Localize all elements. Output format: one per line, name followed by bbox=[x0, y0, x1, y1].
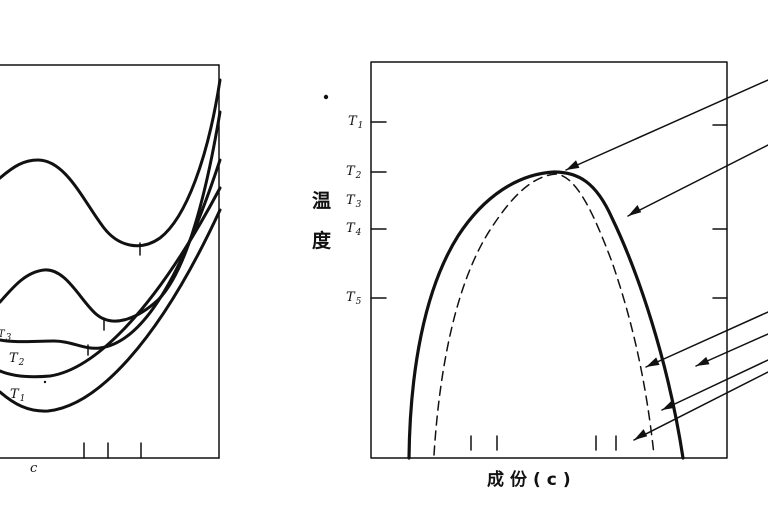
temperature-label-t4: T4 bbox=[346, 221, 362, 238]
arrowhead bbox=[628, 205, 642, 216]
right-panel bbox=[370, 61, 768, 460]
y-axis-label-char-1: 温 bbox=[312, 190, 332, 212]
arrowheads bbox=[566, 160, 710, 440]
free-energy-curve-1 bbox=[0, 78, 222, 248]
arrowhead bbox=[662, 400, 676, 410]
pointer-arrow bbox=[627, 144, 768, 217]
curve-label-t3: T3 bbox=[0, 330, 12, 343]
pointer-arrow bbox=[565, 79, 768, 171]
pointer-arrow bbox=[661, 359, 768, 411]
left-x-axis-mark: c bbox=[30, 461, 38, 476]
temperature-label-t3: T3 bbox=[346, 193, 362, 210]
right-plot-frame bbox=[370, 61, 728, 459]
curve-label-t2: T2 bbox=[9, 351, 25, 368]
free-energy-curve-3 bbox=[0, 158, 222, 350]
pointer-arrow bbox=[695, 333, 768, 367]
pointer-arrow bbox=[633, 371, 768, 441]
free-energy-curve-4 bbox=[0, 186, 222, 379]
pointer-arrows bbox=[565, 79, 768, 441]
left-panel bbox=[0, 64, 222, 459]
x-axis-label: 成份(c) bbox=[487, 470, 577, 490]
arrowhead bbox=[634, 429, 648, 440]
arrowhead bbox=[696, 356, 710, 366]
curve-label-t1: T1 bbox=[10, 387, 26, 404]
spinodal-curve bbox=[433, 173, 655, 456]
solvus-curve bbox=[407, 170, 685, 460]
y-axis-label-char-2: 度 bbox=[312, 230, 332, 252]
arrowhead bbox=[566, 160, 580, 170]
free-energy-curve-2 bbox=[0, 110, 222, 323]
arrowhead bbox=[646, 357, 660, 367]
stray-dot bbox=[323, 94, 329, 100]
temperature-label-t2: T2 bbox=[346, 164, 362, 181]
stray-dot bbox=[43, 380, 47, 384]
free-energy-curve-5 bbox=[0, 208, 222, 413]
pointer-arrow bbox=[645, 311, 768, 368]
temperature-label-t5: T5 bbox=[346, 290, 362, 307]
temperature-label-t1: T1 bbox=[348, 114, 364, 131]
